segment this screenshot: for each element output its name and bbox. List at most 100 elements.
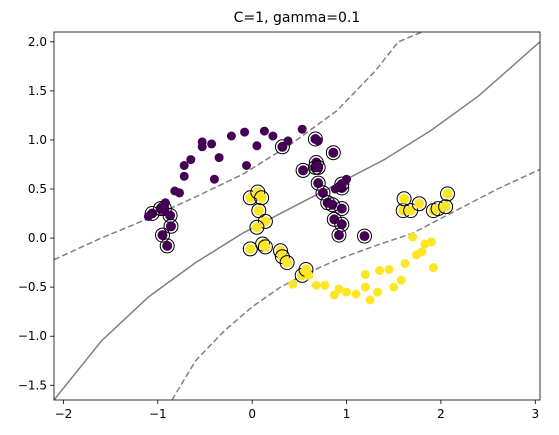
data-point-class-0 (240, 127, 250, 137)
support-vector-point (298, 165, 309, 176)
chart-title: C=1, gamma=0.1 (234, 10, 361, 26)
support-vector-point (245, 192, 256, 203)
x-tick-label: 2 (437, 407, 445, 421)
data-point-class-1 (389, 282, 399, 292)
support-vector-point (442, 188, 453, 199)
support-vector-ring (438, 199, 454, 215)
data-point-class-1 (400, 259, 410, 269)
data-point-class-1 (360, 282, 370, 292)
support-vector-ring (331, 227, 347, 243)
support-vector-ring (334, 201, 350, 217)
support-vector-point (414, 198, 425, 209)
support-vector-ring (440, 186, 455, 202)
data-point-class-1 (288, 279, 298, 289)
support-vector-point (166, 221, 176, 232)
data-point-class-0 (283, 136, 293, 146)
support-vector-ring (257, 239, 273, 255)
support-vector-point (399, 193, 410, 204)
support-vector-point (405, 205, 416, 216)
data-point-class-0 (259, 126, 269, 136)
support-vector-point (313, 178, 324, 189)
support-vector-point (336, 203, 347, 214)
support-vector-point (359, 231, 370, 242)
support-vector-ring (315, 185, 331, 201)
data-point-class-0 (330, 184, 340, 194)
support-vector-ring (325, 145, 341, 161)
data-point-class-0 (197, 137, 207, 147)
data-point-class-0 (160, 198, 170, 208)
data-point-class-1 (384, 265, 394, 274)
y-tick-label: −1.0 (18, 329, 47, 343)
support-vector-ring (163, 218, 179, 234)
x-axis: −2 −1 0 1 2 3 (55, 400, 539, 421)
data-point-class-1 (396, 275, 406, 285)
data-point-class-0 (242, 161, 251, 170)
plot-area (54, 32, 540, 400)
data-point-class-0 (313, 136, 323, 146)
y-tick-label: 2.0 (28, 35, 47, 49)
y-tick-label: 1.0 (28, 133, 47, 147)
support-vector-ring (279, 255, 295, 271)
x-tick-label: −2 (55, 407, 73, 421)
y-tick-label: −0.5 (18, 280, 47, 294)
support-vector-point (329, 214, 340, 225)
data-point-class-0 (214, 153, 224, 163)
margin-lower-line (171, 168, 540, 400)
data-point-class-0 (179, 161, 189, 170)
support-vector-point (251, 222, 262, 233)
support-vector-point (440, 201, 451, 212)
data-point-class-1 (373, 287, 383, 297)
support-vector-ring (396, 191, 412, 207)
data-point-class-0 (342, 174, 351, 184)
y-tick-label: 0.0 (28, 231, 47, 245)
x-tick-label: 3 (531, 407, 539, 421)
x-tick-label: −1 (149, 407, 167, 421)
y-tick-label: 0.5 (28, 182, 47, 196)
support-vector-ring (334, 176, 350, 192)
support-vector-point (260, 241, 271, 252)
data-point-class-1 (365, 295, 375, 305)
support-vector-ring (274, 139, 290, 155)
y-tick-label: 1.5 (28, 84, 47, 98)
support-vector-ring (257, 213, 273, 229)
data-point-class-1 (311, 280, 321, 290)
data-point-class-0 (179, 171, 189, 181)
support-vector-ring (411, 196, 427, 212)
y-tick-label: −1.5 (18, 378, 47, 392)
x-tick-label: 1 (343, 407, 351, 421)
data-point-class-1 (360, 269, 370, 279)
data-point-class-0 (209, 174, 219, 184)
data-point-class-1 (351, 289, 361, 299)
support-vector-ring (307, 131, 323, 147)
support-vector-ring (295, 162, 311, 178)
data-point-class-1 (428, 263, 438, 272)
support-vector-point (256, 192, 267, 203)
data-point-class-1 (375, 266, 385, 275)
plot-frame (53, 31, 541, 401)
support-vector-ring (254, 190, 270, 206)
data-point-class-0 (226, 131, 236, 141)
data-point-class-0 (159, 206, 169, 216)
y-axis: −1.5 −1.0 −0.5 0.0 0.5 1.0 1.5 2.0 (18, 35, 54, 392)
data-point-class-0 (268, 131, 278, 141)
data-point-class-1 (334, 284, 344, 294)
support-vector-point (253, 205, 264, 216)
support-vector-point (318, 187, 328, 198)
data-point-class-0 (143, 212, 153, 221)
data-point-class-0 (207, 139, 217, 149)
data-point-class-0 (297, 124, 307, 134)
data-point-class-1 (408, 232, 418, 242)
support-vector-ring (310, 159, 326, 175)
support-vector-point (277, 141, 288, 152)
support-vector-point (245, 243, 256, 254)
data-point-class-1 (304, 270, 314, 280)
data-point-class-1 (427, 237, 436, 247)
data-point-class-0 (186, 155, 196, 165)
x-tick-label: 0 (248, 407, 256, 421)
support-vector-point (336, 219, 347, 230)
support-vector-ring (310, 175, 326, 191)
support-vector-point (282, 257, 293, 268)
support-vector-point (313, 162, 324, 173)
support-vector-ring (159, 238, 175, 254)
data-point-class-0 (252, 141, 262, 151)
